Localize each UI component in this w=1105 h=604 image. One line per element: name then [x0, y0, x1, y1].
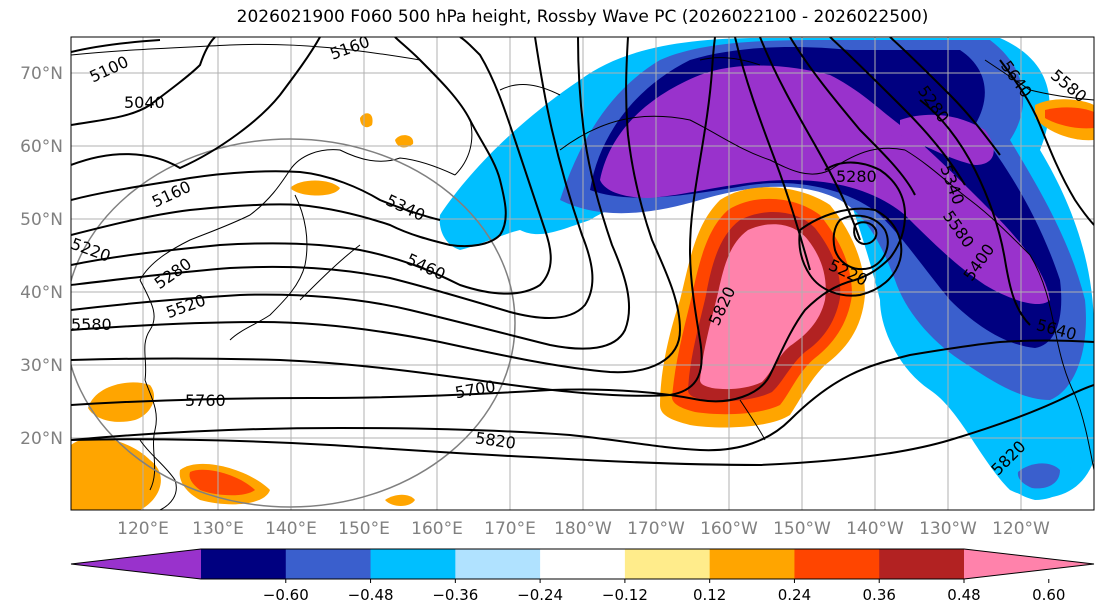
colorbar-tick-label: −0.12	[602, 586, 648, 604]
colorbar-tick-label: −0.24	[517, 586, 563, 604]
latitude-labels: 70°N 60°N 50°N 40°N 30°N 20°N	[20, 64, 63, 449]
colorbar-segment	[879, 549, 965, 579]
colorbar-segment	[540, 549, 626, 579]
colorbar-tick-label: 0.36	[863, 586, 896, 604]
lon-label: 180°W	[554, 519, 612, 539]
height-contours	[71, 37, 1094, 467]
map-frame	[70, 36, 1095, 511]
colorbar-segment	[285, 549, 372, 579]
colorbar-extend-low	[71, 549, 201, 579]
lat-label: 40°N	[20, 283, 63, 303]
colorbar: −0.60 −0.48 −0.36 −0.24 −0.12 0.12 0.24 0.36 0.4…	[70, 548, 1095, 604]
lon-label: 160°E	[411, 519, 463, 539]
figure-title: 2026021900 F060 500 hPa height, Rossby W…	[236, 7, 929, 27]
colorbar-tick-label: −0.36	[432, 586, 478, 604]
lon-label: 120°E	[117, 519, 169, 539]
contour-label: 5580	[71, 315, 112, 334]
contour-label: 5280	[836, 167, 877, 186]
colorbar-tick-label: 0.48	[947, 586, 980, 604]
colorbar-outline	[70, 548, 1095, 580]
colorbar-extend-high	[964, 549, 1094, 579]
lon-label: 140°E	[265, 519, 317, 539]
colorbar-segment	[370, 549, 456, 579]
lon-label: 120°W	[992, 519, 1050, 539]
lat-label: 60°N	[20, 137, 63, 157]
lat-label: 70°N	[20, 64, 63, 84]
colorbar-segment	[624, 549, 711, 579]
colorbar-tick-label: −0.60	[263, 586, 309, 604]
colorbar-segment	[709, 549, 795, 579]
coastlines	[71, 43, 1094, 510]
lat-label: 50°N	[20, 210, 63, 230]
colorbar-tick-label: −0.48	[348, 586, 394, 604]
lon-label: 130°W	[919, 519, 977, 539]
lon-label: 150°E	[338, 519, 390, 539]
lat-label: 20°N	[20, 429, 63, 449]
lon-label: 170°E	[484, 519, 536, 539]
lon-label: 140°W	[846, 519, 904, 539]
lon-label: 170°W	[627, 519, 685, 539]
longitude-labels: 120°E 130°E 140°E 150°E 160°E 170°E 180°…	[117, 519, 1050, 539]
great-circle-overlay	[71, 138, 516, 508]
lat-label: 30°N	[20, 356, 63, 376]
lon-label: 150°W	[773, 519, 831, 539]
colorbar-segment	[794, 549, 880, 579]
lon-label: 130°E	[192, 519, 244, 539]
contour-label: 5040	[124, 93, 165, 112]
colorbar-tick-label: 0.24	[778, 586, 811, 604]
colorbar-tick-label: 0.12	[693, 586, 726, 604]
lon-label: 160°W	[700, 519, 758, 539]
colorbar-tick-label: 0.60	[1032, 586, 1065, 604]
colorbar-segment	[201, 549, 287, 579]
colorbar-segment	[455, 549, 541, 579]
contour-label: 5760	[185, 391, 226, 410]
